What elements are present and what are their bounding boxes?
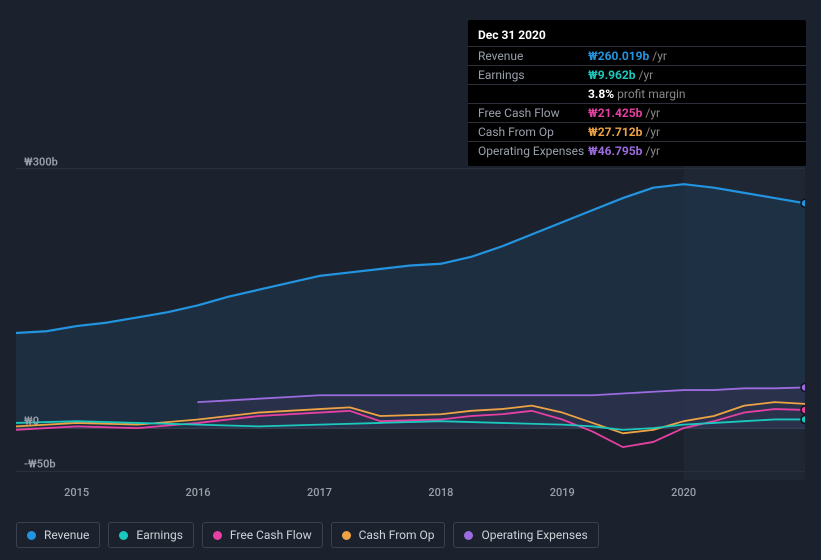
tooltip-row-value: ₩27.712b/yr (588, 125, 660, 139)
x-axis-label: 2019 (550, 486, 575, 499)
tooltip-row: Operating Expenses₩46.795b/yr (468, 141, 806, 160)
legend-item[interactable]: Cash From Op (331, 522, 446, 548)
x-axis-label: 2015 (64, 486, 89, 499)
y-axis-label: ₩0 (24, 415, 39, 428)
chart-plot (16, 160, 805, 480)
legend-item[interactable]: Revenue (16, 522, 100, 548)
legend-dot-icon (213, 531, 222, 540)
tooltip-row: Earnings₩9.962b/yr (468, 65, 806, 84)
tooltip-row-value: ₩260.019b/yr (588, 49, 667, 63)
x-axis-label: 2017 (307, 486, 332, 499)
legend-label: Revenue (44, 528, 89, 542)
legend-label: Free Cash Flow (230, 528, 312, 542)
tooltip-row-value: ₩9.962b/yr (588, 68, 653, 82)
tooltip-row: Revenue₩260.019b/yr (468, 46, 806, 65)
legend-label: Operating Expenses (481, 528, 587, 542)
tooltip-row-value: 3.8%profit margin (588, 87, 686, 101)
chart-legend: Revenue Earnings Free Cash Flow Cash From O… (16, 522, 599, 548)
tooltip-row-label: Free Cash Flow (478, 106, 588, 120)
legend-label: Earnings (136, 528, 183, 542)
y-axis-label: -₩50b (24, 458, 56, 471)
x-axis-label: 2018 (428, 486, 453, 499)
x-axis-label: 2016 (186, 486, 211, 499)
legend-item[interactable]: Operating Expenses (453, 522, 598, 548)
chart-tooltip: Dec 31 2020 Revenue₩260.019b/yrEarnings₩… (468, 20, 806, 166)
x-axis-label: 2020 (671, 486, 696, 499)
legend-item[interactable]: Free Cash Flow (202, 522, 323, 548)
tooltip-row-label: Cash From Op (478, 125, 588, 139)
tooltip-row-label: Earnings (478, 68, 588, 82)
legend-dot-icon (464, 531, 473, 540)
tooltip-row-label: Operating Expenses (478, 144, 588, 158)
tooltip-row: Free Cash Flow₩21.425b/yr (468, 103, 806, 122)
tooltip-header: Dec 31 2020 (468, 26, 806, 46)
legend-label: Cash From Op (359, 528, 435, 542)
tooltip-row: 3.8%profit margin (468, 84, 806, 103)
y-axis-label: ₩300b (24, 155, 58, 168)
legend-dot-icon (119, 531, 128, 540)
tooltip-row-value: ₩21.425b/yr (588, 106, 660, 120)
legend-dot-icon (27, 531, 36, 540)
tooltip-row: Cash From Op₩27.712b/yr (468, 122, 806, 141)
tooltip-row-label (478, 87, 588, 101)
legend-item[interactable]: Earnings (108, 522, 194, 548)
legend-dot-icon (342, 531, 351, 540)
tooltip-row-label: Revenue (478, 49, 588, 63)
financials-chart: -₩50b ₩0 ₩300b 2015 2016 2017 2018 2019 2020 (16, 150, 805, 500)
tooltip-row-value: ₩46.795b/yr (588, 144, 660, 158)
